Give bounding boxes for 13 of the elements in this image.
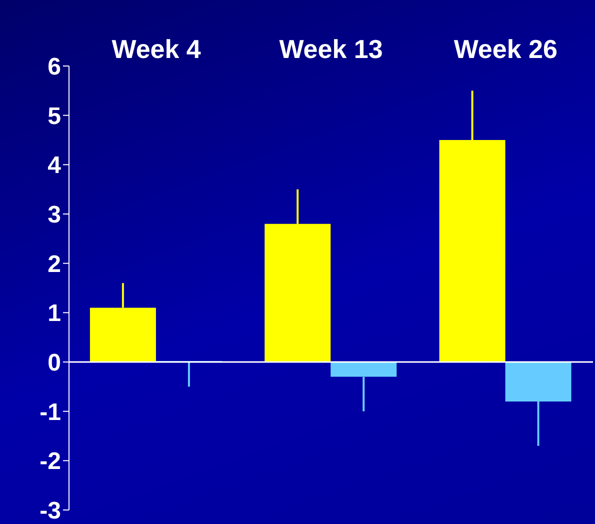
y-tick-label: 1	[48, 300, 61, 328]
y-tick-label: -3	[40, 498, 61, 524]
y-tick-label: -2	[40, 448, 61, 476]
y-tick-label: 4	[48, 152, 62, 180]
y-tick-label: 0	[48, 350, 61, 377]
y-tick-label: -1	[40, 398, 61, 426]
x-tick-label: Week 13	[279, 34, 383, 64]
y-tick-label: 5	[48, 102, 61, 130]
x-tick-label: Week 4	[112, 34, 202, 64]
x-tick-label: Week 26	[454, 34, 558, 64]
y-tick-label: 2	[48, 250, 61, 278]
y-tick-label: 6	[48, 54, 61, 81]
y-tick-label: 3	[48, 202, 61, 229]
